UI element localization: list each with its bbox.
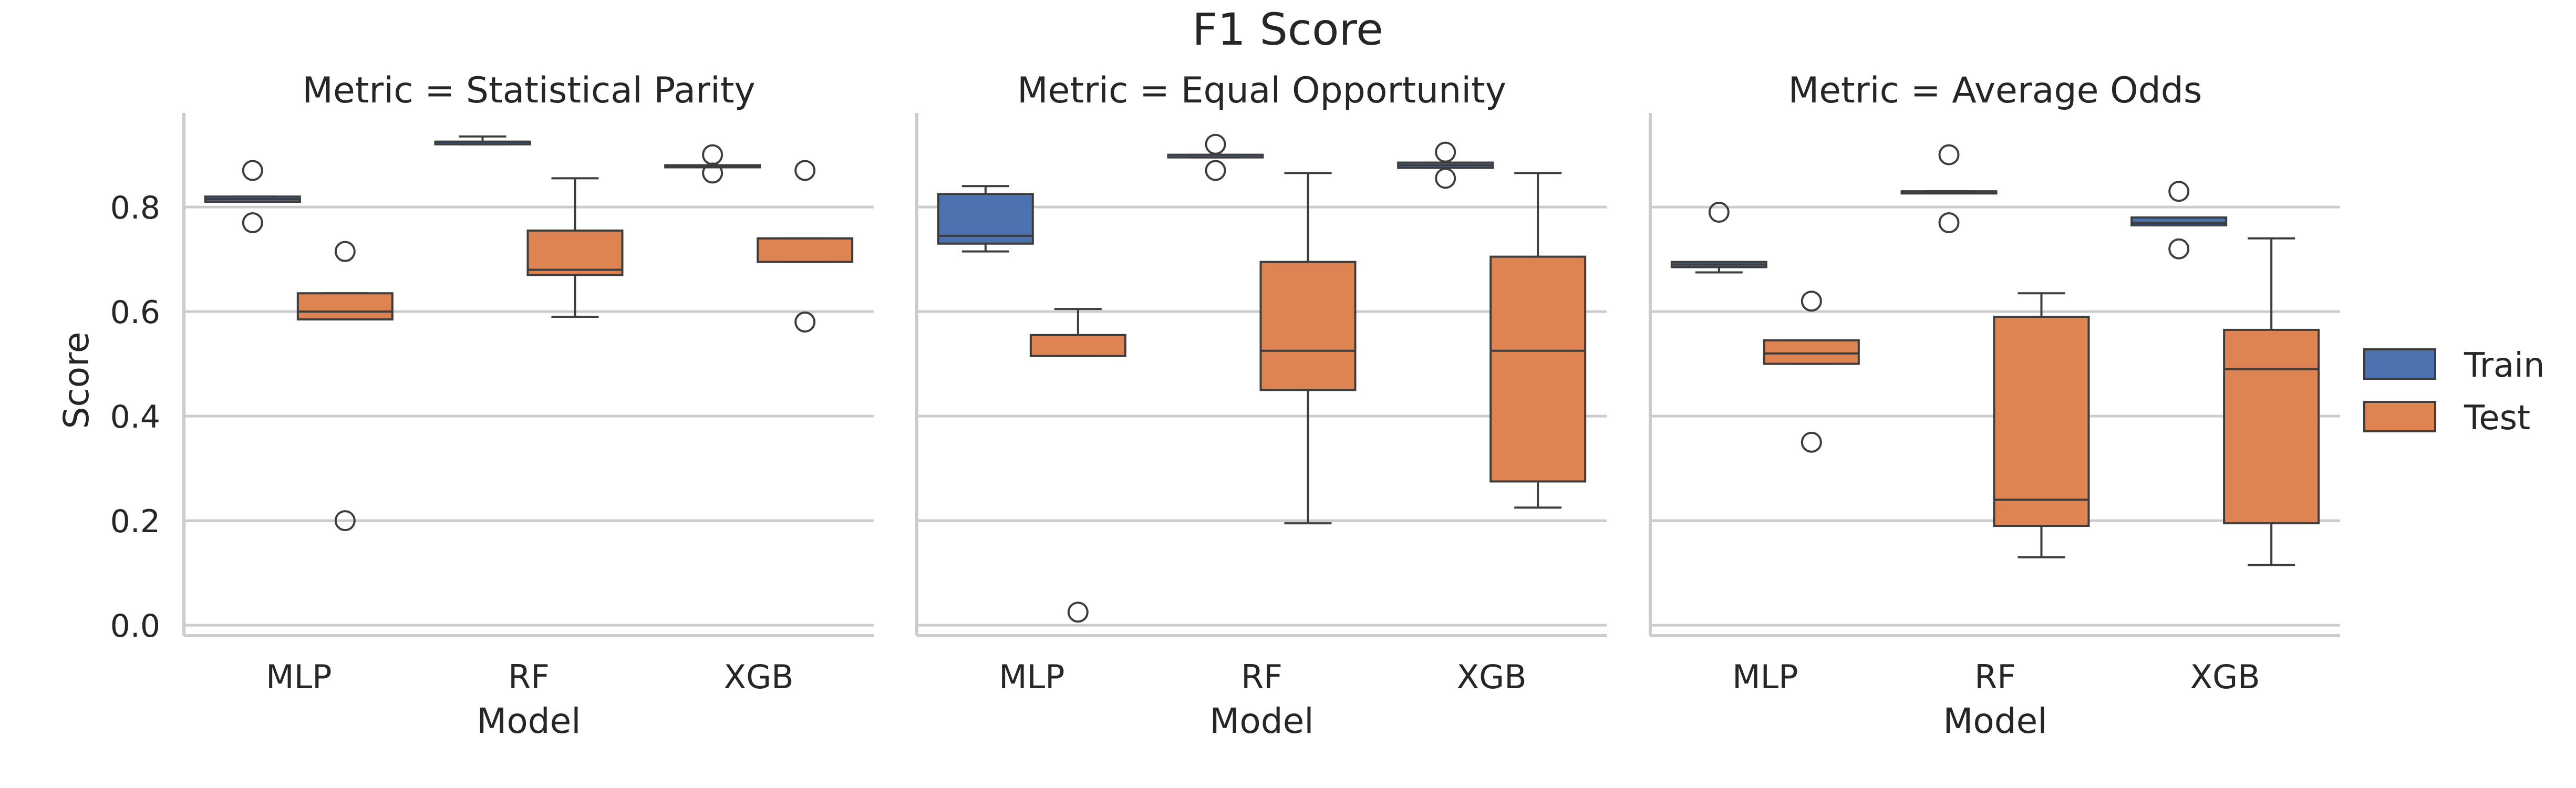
legend-label: Test	[2464, 399, 2530, 438]
box-body	[1029, 334, 1126, 357]
panel-title: Metric = Average Odds	[1788, 70, 2202, 111]
y-tick-label: 0.4	[110, 399, 160, 436]
x-tick-label: RF	[508, 658, 550, 696]
y-tick-label: 0.2	[110, 503, 160, 540]
outlier-point	[1205, 133, 1226, 155]
x-tick-label: RF	[1241, 658, 1282, 696]
x-tick-label: RF	[1974, 658, 2016, 696]
chart-title: F1 Score	[1192, 4, 1383, 55]
x-axis-label: Model	[1209, 701, 1313, 741]
x-tick-label: XGB	[724, 658, 794, 696]
box-rf-train	[1167, 133, 1264, 181]
x-tick-label: MLP	[1732, 658, 1798, 696]
panels: Metric = Statistical Parity 0.0 0.2 0.4 0.6 0…	[110, 70, 2340, 741]
y-tick-label: 0.0	[110, 608, 160, 645]
legend-swatch	[2363, 401, 2436, 432]
box-rf-test	[1259, 172, 1357, 525]
box-body	[1259, 261, 1357, 391]
outlier-point	[1205, 160, 1226, 181]
outlier-point	[702, 162, 723, 184]
panel-title: Metric = Equal Opportunity	[1017, 70, 1506, 111]
outlier-point	[2168, 238, 2190, 260]
x-tick-label: XGB	[1457, 658, 1527, 696]
box-mlp-train	[937, 185, 1034, 253]
outlier-point	[1938, 212, 1960, 233]
box-body	[296, 292, 394, 321]
x-axis-label: Model	[477, 701, 581, 741]
box-mlp-test	[1029, 308, 1126, 623]
legend: Train Test	[2363, 346, 2545, 438]
outlier-point	[242, 160, 263, 181]
outlier-point	[794, 312, 816, 333]
box-body	[1763, 339, 1860, 365]
outlier-point	[1708, 202, 1730, 223]
y-tick-label: 0.8	[110, 190, 160, 226]
box-body	[1489, 255, 1587, 483]
outlier-point	[1435, 141, 1456, 163]
panel-2: Metric = Equal Opportunity MLP RF XGB Model	[915, 70, 1607, 741]
box-body	[526, 229, 624, 276]
panel-1: Metric = Statistical Parity 0.0 0.2 0.4 0.6 0…	[110, 70, 874, 741]
x-tick-label: MLP	[266, 658, 332, 696]
panel-3: Metric = Average Odds MLP RF XGB Model	[1649, 70, 2340, 741]
box-rf-train	[434, 135, 531, 146]
box-xgb-test	[1489, 172, 1587, 509]
legend-item-train: Train	[2363, 346, 2545, 385]
box-xgb-train	[2130, 181, 2228, 260]
x-tick-label: XGB	[2190, 658, 2260, 696]
box-rf-train	[1900, 144, 1998, 233]
box-mlp-test	[1763, 291, 1860, 453]
outlier-point	[242, 212, 263, 233]
legend-item-test: Test	[2363, 399, 2530, 438]
legend-label: Train	[2464, 346, 2545, 385]
outlier-point	[1801, 431, 1822, 453]
x-axis-label: Model	[1943, 701, 2047, 741]
outlier-point	[334, 510, 356, 532]
legend-swatch	[2363, 348, 2436, 380]
box-body	[757, 237, 854, 263]
box-body	[2223, 328, 2320, 525]
box-mlp-test	[296, 241, 394, 532]
x-tick-label: MLP	[999, 658, 1064, 696]
box-rf-test	[526, 177, 624, 318]
box-xgb-train	[1397, 141, 1494, 189]
y-tick-label: 0.6	[110, 294, 160, 331]
outlier-point	[794, 160, 816, 181]
outlier-point	[702, 144, 723, 165]
outlier-point	[1938, 144, 1960, 165]
box-xgb-test	[757, 160, 854, 333]
box-xgb-train	[664, 144, 761, 184]
box-body	[2130, 216, 2228, 226]
outlier-point	[1067, 602, 1089, 623]
box-rf-test	[1993, 292, 2090, 558]
panel-title: Metric = Statistical Parity	[302, 70, 756, 111]
y-axis-label: Score	[56, 332, 97, 429]
outlier-point	[1801, 291, 1822, 312]
outlier-point	[334, 241, 356, 262]
outlier-point	[2168, 181, 2190, 202]
outlier-point	[1435, 168, 1456, 189]
box-mlp-train	[1670, 202, 1767, 274]
box-xgb-test	[2223, 237, 2320, 566]
box-mlp-train	[204, 160, 301, 233]
box-body	[1993, 316, 2090, 527]
